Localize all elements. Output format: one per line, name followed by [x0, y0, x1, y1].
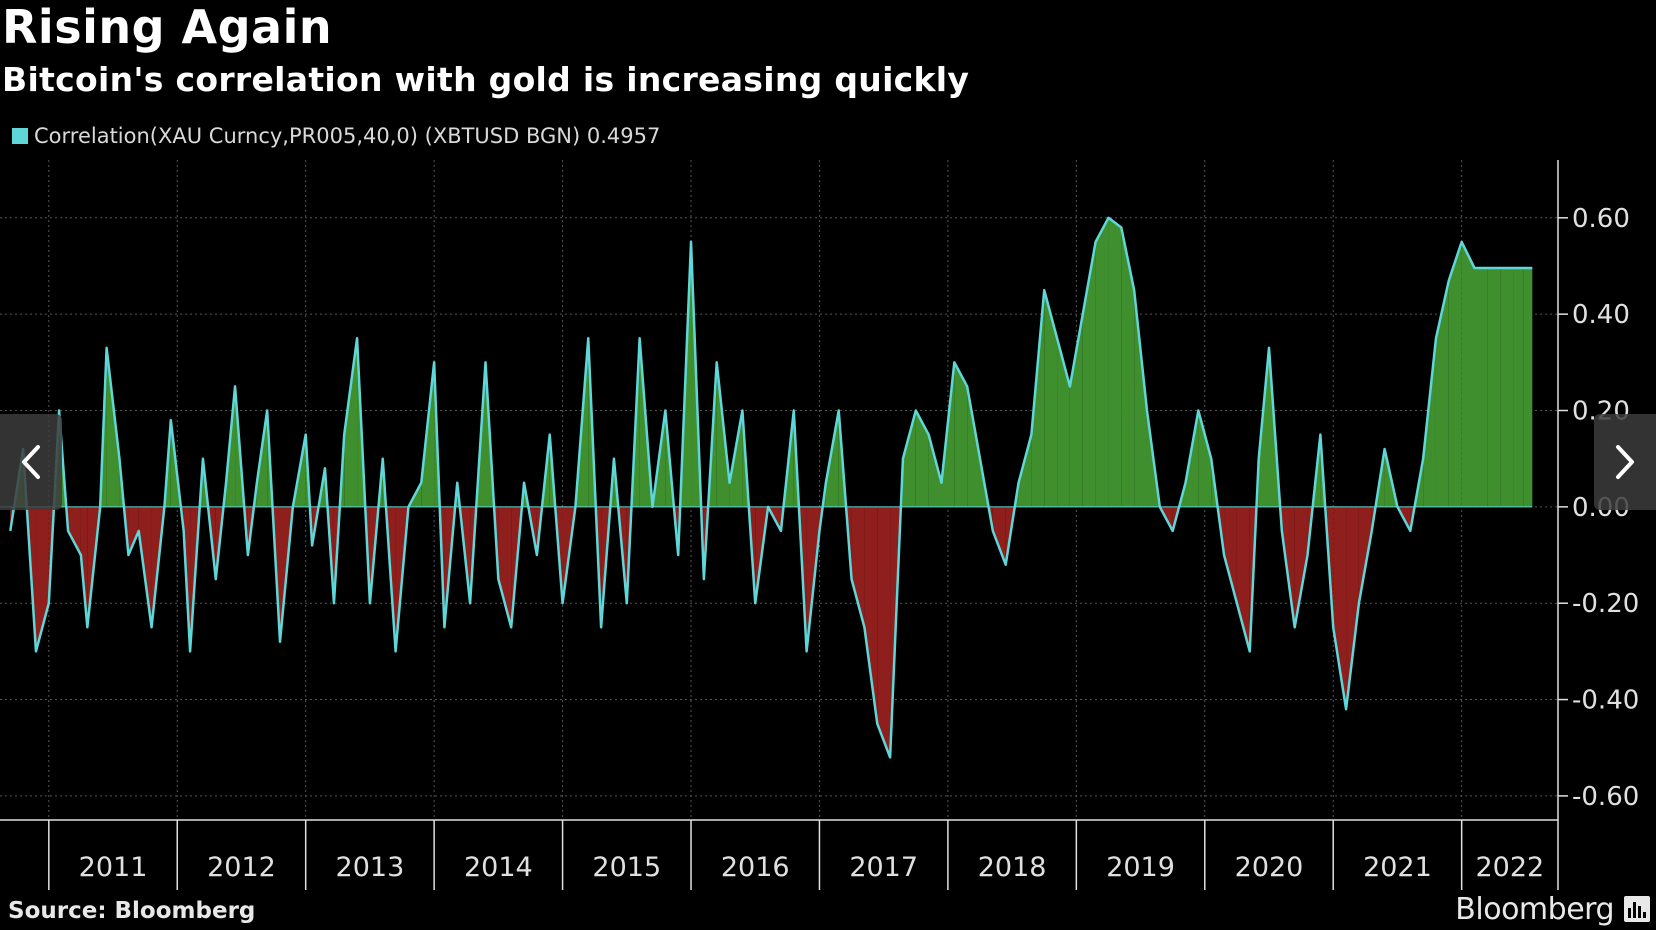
area-positive [1069, 314, 1083, 507]
area-negative [1236, 506, 1250, 652]
y-tick-label: -0.60 [1572, 782, 1639, 812]
chevron-right-icon [1616, 445, 1634, 479]
area-positive [1134, 290, 1147, 507]
x-tick-label: 2013 [336, 852, 405, 883]
area-positive [1474, 268, 1488, 507]
area-positive [1108, 217, 1122, 507]
x-tick-label: 2021 [1363, 852, 1432, 883]
area-positive [928, 434, 942, 507]
area-positive [1448, 241, 1462, 507]
area-positive [902, 410, 916, 507]
area-negative [877, 506, 891, 758]
x-tick-label: 2014 [464, 852, 533, 883]
area-positive [344, 338, 358, 507]
area-positive [1095, 217, 1109, 507]
area-positive [1198, 410, 1212, 507]
x-tick-label: 2011 [79, 852, 148, 883]
chevron-left-icon [22, 445, 40, 479]
area-positive [1523, 268, 1533, 507]
area-positive [1461, 241, 1475, 507]
area-negative [851, 506, 865, 628]
y-tick-label: -0.40 [1572, 686, 1639, 716]
chart-legend: Correlation(XAU Curncy,PR005,40,0) (XBTU… [12, 124, 660, 148]
area-negative [1346, 506, 1359, 710]
area-positive [1423, 338, 1436, 507]
previous-chart-button[interactable] [0, 414, 62, 510]
area-positive [1513, 268, 1524, 507]
area-negative [68, 506, 81, 556]
x-tick-label: 2015 [592, 852, 661, 883]
area-positive [1044, 290, 1058, 507]
area-positive [106, 347, 120, 507]
x-tick-label: 2020 [1235, 852, 1304, 883]
legend-swatch [12, 128, 28, 144]
x-tick-label: 2018 [978, 852, 1047, 883]
area-positive [1057, 338, 1070, 507]
area-positive [1031, 290, 1045, 507]
series-line [9, 216, 1533, 759]
area-negative [1224, 506, 1237, 604]
source-note: Source: Bloomberg [8, 898, 256, 924]
area-negative [35, 506, 49, 652]
chart-title: Rising Again [2, 0, 333, 54]
area-negative [992, 506, 1006, 565]
area-positive [1435, 280, 1449, 507]
x-tick-label: 2019 [1106, 852, 1175, 883]
x-tick-label: 2017 [849, 852, 918, 883]
next-chart-button[interactable] [1594, 414, 1656, 510]
y-tick-label: 0.60 [1572, 204, 1630, 234]
area-positive [1121, 227, 1135, 507]
y-tick-label: -0.20 [1572, 589, 1639, 619]
legend-label: Correlation(XAU Curncy,PR005,40,0) (XBTU… [34, 124, 661, 148]
x-tick-label: 2022 [1475, 852, 1544, 883]
area-positive [1487, 268, 1501, 507]
area-positive [967, 386, 981, 507]
x-tick-label: 2012 [207, 852, 276, 883]
area-negative [1333, 506, 1347, 710]
chart-subtitle: Bitcoin's correlation with gold is incre… [2, 60, 970, 99]
area-positive [1500, 268, 1514, 507]
x-tick-label: 2016 [721, 852, 790, 883]
area-positive [1082, 241, 1096, 507]
area-negative [498, 506, 512, 628]
bloomberg-bars-icon [1624, 896, 1650, 922]
area-positive [1018, 434, 1032, 507]
area-negative [128, 506, 139, 556]
y-tick-label: 0.40 [1572, 300, 1630, 330]
area-positive [915, 410, 929, 507]
area-negative [1294, 506, 1308, 628]
area-positive [954, 362, 968, 507]
area-negative [864, 506, 878, 724]
bloomberg-logo: Bloomberg [1455, 892, 1614, 927]
